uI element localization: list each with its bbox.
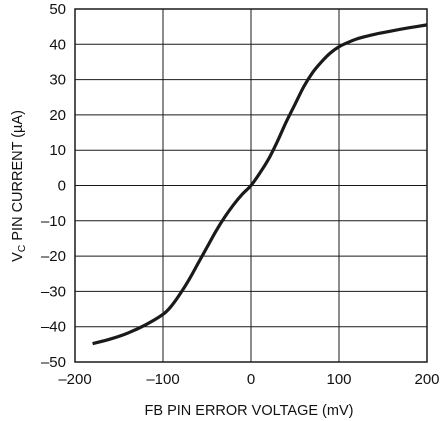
x-tick-label: 0 xyxy=(247,371,255,388)
y-tick-label: 10 xyxy=(49,142,66,159)
x-tick-label: 200 xyxy=(414,371,439,388)
y-tick-label: –20 xyxy=(41,248,66,265)
x-tick-labels: –200 –100 0 100 200 xyxy=(58,371,439,388)
y-tick-label: 30 xyxy=(49,72,66,89)
y-tick-label: –30 xyxy=(41,283,66,300)
x-tick-label: 100 xyxy=(326,371,351,388)
y-tick-label: 0 xyxy=(58,178,66,195)
y-axis-title-subscript: C xyxy=(16,244,28,252)
plot-frame xyxy=(74,8,428,363)
plot-border xyxy=(74,8,428,363)
y-tick-label: 50 xyxy=(49,1,66,18)
series-line xyxy=(92,23,428,346)
y-tick-label: –50 xyxy=(41,354,66,371)
y-tick-labels: –50 –40 –30 –20 –10 0 10 20 30 40 50 xyxy=(41,1,66,371)
y-tick-label: 20 xyxy=(49,107,66,124)
x-tick-label: –200 xyxy=(58,371,91,388)
series-layer xyxy=(92,23,428,346)
x-tick-label: –100 xyxy=(146,371,179,388)
y-tick-label: –40 xyxy=(41,319,66,336)
y-tick-label: –10 xyxy=(41,213,66,230)
y-axis-title-prefix: V xyxy=(10,252,26,262)
y-axis-title: VC PIN CURRENT (µA) xyxy=(10,110,28,262)
x-axis-title: FB PIN ERROR VOLTAGE (mV) xyxy=(145,403,354,419)
y-tick-label: 40 xyxy=(49,36,66,53)
y-axis-title-suffix: PIN CURRENT (µA) xyxy=(10,110,26,245)
